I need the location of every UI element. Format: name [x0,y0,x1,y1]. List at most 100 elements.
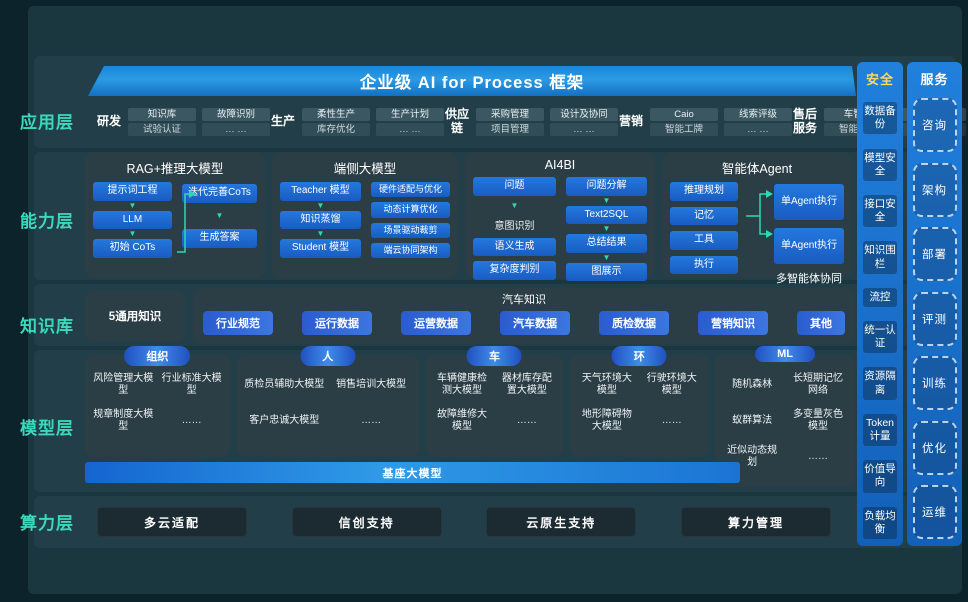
model-item: 故障维修大模型 [437,408,488,433]
application-groups: 研发 知识库 试验认证 故障识别… … 生产 柔性生产 库存优化 生产计划… … 供应链 采购管理… [96,99,966,145]
app-group-name: 售后服务 [792,107,817,135]
app-group-name: 生产 [270,114,295,129]
auto-knowledge-card: 汽车知识 行业规范 运行数据 运营数据 汽车数据 质检数据 营销知识 其他 [193,288,855,344]
security-item: 流控 [863,287,897,307]
app-chip-bottom: … … [550,123,618,137]
foundation-model-bar: 基座大模型 [85,462,740,483]
bi-step-text: 意图识别 [494,220,535,232]
app-chip: 采购管理 项目管理 [476,107,544,137]
security-rail-title: 安全 [865,72,894,87]
app-chip-top: 采购管理 [476,107,544,121]
layer-label-compute: 算力层 [20,514,74,533]
security-rail: 安全 数据备份 模型安全 接口安全 知识围栏 流控 统一认证 资源隔离 Token计量 价值导向… [857,62,903,546]
model-item: 行驶环境大模型 [646,372,697,397]
app-chip-bottom: … … [724,123,792,137]
knowledge-chip: 运行数据 [302,311,372,335]
flow-box: 总结结果 [565,234,647,253]
model-card-grid: 车辆健康检测大模型 器材库存配置大模型 故障维修大模型 …… [430,367,560,439]
flow-box: 迭代完善CoTs [181,184,257,203]
security-item: 接口安全 [863,194,897,228]
edge-feature-box: 动态计算优化 [370,202,450,218]
model-item: …… [661,414,682,426]
app-group: 供应链 采购管理 项目管理 设计及协同 … … [444,107,618,137]
app-group-name: 营销 [618,114,643,129]
service-item: 架构 [912,162,957,217]
model-item: 蚁群算法 [732,414,773,426]
app-chip-bottom: … … [376,123,444,137]
model-card-grid: 风险管理大模型 行业标准大模型 规章制度大模型 …… [89,367,226,439]
app-chip: 设计及协同 … … [550,107,618,137]
service-rail-title: 服务 [920,72,949,87]
model-card-grid: 天气环境大模型 行驶环境大模型 地形障碍物大模型 …… [574,367,704,439]
knowledge-chip: 汽车数据 [500,311,570,335]
model-item: 销售培训大模型 [336,378,407,390]
agent-executor-box: 单Agent执行 [774,228,844,264]
service-item: 训练 [912,356,957,411]
app-chip-top: 生产计划 [376,107,444,121]
app-chip: 故障识别 … … [202,107,270,137]
flow-box: 提示词工程 [93,182,172,201]
agent-module-box: 推理规划 [670,182,739,201]
app-chip-top: 柔性生产 [302,107,370,121]
app-chip: 柔性生产 库存优化 [302,107,370,137]
model-item: 行业标准大模型 [161,372,222,397]
model-item: 风险管理大模型 [93,372,154,397]
knowledge-chip: 行业规范 [203,311,273,335]
service-item: 咨询 [912,98,957,153]
capability-cards: RAG+推理大模型 提示词工程 ▼ LLM ▼ 初始 CoTs 迭代完善CoTs ▼ 生成答… [85,152,855,285]
model-card-pill: ML [755,346,816,362]
security-item: 资源隔离 [863,367,897,400]
card-edge-model: 端侧大模型 Teacher 模型 ▼ 知识蒸馏 ▼ Student 模型 硬件适配与优化… [272,152,458,278]
edge-feature-box: 端云协同架构 [370,242,450,258]
layer-label-capability: 能力层 [20,212,74,231]
auto-knowledge-title: 汽车知识 [502,294,546,306]
model-item: …… [516,414,537,426]
flow-box: Teacher 模型 [280,182,361,201]
model-item: 器材库存配置大模型 [501,372,552,397]
compute-button: 算力管理 [680,507,831,537]
flow-box: 问题分解 [565,177,647,196]
security-item: 数据备份 [863,102,897,135]
card-title: AI4BI [544,158,576,172]
flow-box: 图展示 [565,262,647,281]
layer-label-knowledge: 知识库 [20,317,74,336]
compute-buttons: 多云适配 信创支持 云原生支持 算力管理 [97,507,831,537]
knowledge-chip: 质检数据 [599,311,669,335]
app-chip: Caio 智能工牌 [650,107,718,137]
app-chip-bottom: 库存优化 [302,123,370,137]
model-cards: 组织 风险管理大模型 行业标准大模型 规章制度大模型…… 人质检员辅助大模型 销售培训大模… [85,346,855,487]
card-title: 智能体Agent [721,162,793,176]
app-chip-top: Caio [650,107,718,121]
model-card-grid: 随机森林 长短期记忆网络 蚁群算法 多变量灰色模型 近似动态规划 …… [719,367,851,475]
model-item: 长短期记忆网络 [793,372,844,397]
card-title: RAG+推理大模型 [126,162,224,176]
app-chip-bottom: 智能工牌 [650,123,718,137]
model-card-grid: 质检员辅助大模型 销售培训大模型 客户忠诚大模型 …… [241,367,415,439]
model-item: 车辆健康检测大模型 [437,372,488,397]
security-item: 知识围栏 [863,241,897,274]
model-card: 组织 风险管理大模型 行业标准大模型 规章制度大模型 …… [85,346,230,457]
model-card: 人质检员辅助大模型 销售培训大模型 客户忠诚大模型 …… [236,346,419,457]
compute-button: 多云适配 [97,507,247,537]
arrow-down-icon: ▼ [602,195,611,205]
service-item: 优化 [912,420,957,475]
model-item: 质检员辅助大模型 [244,378,325,390]
security-item: 负载均衡 [863,506,897,539]
app-chip-top: 知识库 [128,107,196,121]
model-card-pill: 环 [611,346,667,366]
arrow-down-icon: ▼ [316,229,325,238]
model-item: 近似动态规划 [727,444,778,469]
flow-box: 初始 CoTs [93,239,172,258]
flow-box: 知识蒸馏 [280,210,361,229]
app-chip-top: 设计及协同 [550,107,618,121]
model-item: …… [181,414,202,426]
service-item: 评测 [912,291,957,346]
model-card: 车车辆健康检测大模型 器材库存配置大模型 故障维修大模型 …… [425,346,564,457]
edge-feature-box: 硬件适配与优化 [370,182,450,198]
card-ai4bi: AI4BI 问题 ▼ 意图识别 语义生成 复杂度判别 问题分解 ▼ Text2SQL ▼ 总结结… [465,152,655,281]
app-chip-bottom: … … [202,123,270,137]
app-chip-bottom: 项目管理 [476,123,544,137]
arrow-down-icon: ▼ [215,210,224,220]
model-item: 随机森林 [732,378,773,390]
security-item: 统一认证 [863,321,897,354]
